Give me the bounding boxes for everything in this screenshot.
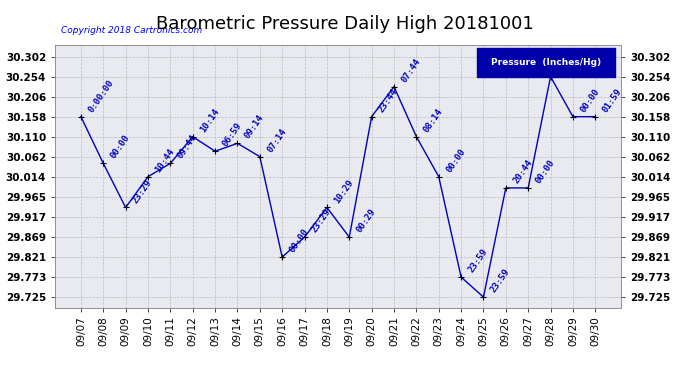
Text: 00:00: 00:00 xyxy=(534,158,557,185)
Text: 10:29: 10:29 xyxy=(333,177,355,205)
Text: 00:00: 00:00 xyxy=(288,227,310,254)
Text: 23:44: 23:44 xyxy=(377,87,400,114)
Text: 23:29: 23:29 xyxy=(131,177,154,205)
Text: 10:44: 10:44 xyxy=(154,147,177,174)
Text: 09:: 09: xyxy=(556,56,573,74)
Text: 23:59: 23:59 xyxy=(466,247,489,274)
Text: 10:14: 10:14 xyxy=(198,107,221,134)
Text: 0:00:00: 0:00:00 xyxy=(86,78,115,114)
Text: 01:59: 01:59 xyxy=(601,87,624,114)
Text: Pressure  (Inches/Hg): Pressure (Inches/Hg) xyxy=(491,58,602,67)
Text: Copyright 2018 Cartronics.com: Copyright 2018 Cartronics.com xyxy=(61,26,202,34)
Text: 00:29: 00:29 xyxy=(355,207,377,234)
Text: 08:14: 08:14 xyxy=(422,107,445,134)
Text: 06:59: 06:59 xyxy=(221,121,244,148)
Text: 20:44: 20:44 xyxy=(511,158,534,185)
Text: 23:59: 23:59 xyxy=(489,267,512,294)
Text: Barometric Pressure Daily High 20181001: Barometric Pressure Daily High 20181001 xyxy=(156,15,534,33)
FancyBboxPatch shape xyxy=(477,48,615,76)
Text: 00:00: 00:00 xyxy=(444,147,467,174)
Text: 00:00: 00:00 xyxy=(578,87,601,114)
Text: 09:44: 09:44 xyxy=(176,134,199,160)
Text: 00:00: 00:00 xyxy=(109,134,132,160)
Text: 09:14: 09:14 xyxy=(243,113,266,141)
Text: 07:14: 07:14 xyxy=(266,127,288,154)
Text: 07:44: 07:44 xyxy=(400,57,422,84)
Text: 23:29: 23:29 xyxy=(310,207,333,234)
